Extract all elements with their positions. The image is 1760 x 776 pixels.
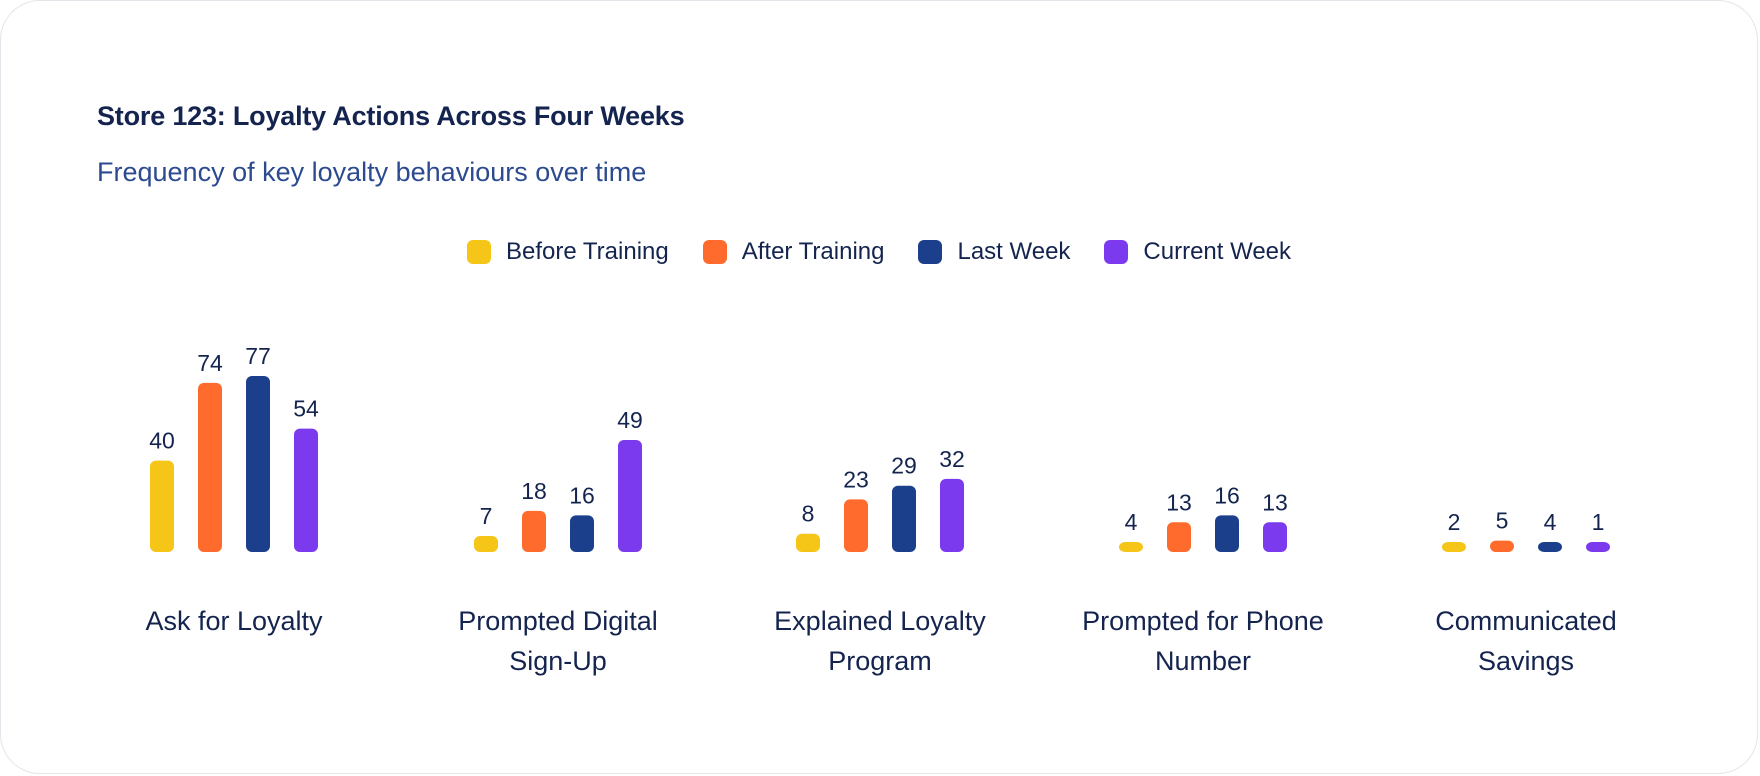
bar[interactable]	[522, 510, 546, 552]
bar-value-label: 1	[1592, 509, 1605, 535]
legend-label: Last Week	[957, 238, 1071, 265]
bar[interactable]	[1490, 540, 1514, 552]
legend-item-last-week[interactable]: Last Week	[918, 238, 1070, 266]
bar[interactable]	[1119, 542, 1143, 552]
category-label: Savings	[1478, 646, 1574, 676]
category-label: Number	[1155, 646, 1251, 676]
category-label: Communicated	[1435, 606, 1617, 636]
bar-value-label: 54	[293, 396, 319, 422]
bar[interactable]	[246, 376, 270, 552]
bar-value-label: 77	[245, 343, 271, 369]
bar-value-label: 7	[480, 503, 493, 529]
bar-value-label: 13	[1262, 489, 1288, 515]
bar-value-label: 5	[1496, 508, 1509, 534]
legend-swatch	[466, 240, 491, 264]
category-label: Program	[828, 646, 932, 676]
bar-group: 2 5 4 1	[1442, 508, 1610, 552]
bar[interactable]	[1167, 522, 1191, 552]
chart-subtitle: Frequency of key loyalty behaviours over…	[97, 157, 647, 187]
bar-value-label: 4	[1544, 509, 1557, 535]
bar-value-label: 16	[569, 482, 595, 508]
bar[interactable]	[940, 478, 964, 552]
legend-label: Current Week	[1143, 238, 1292, 265]
bar-value-label: 2	[1448, 509, 1461, 535]
legend-label: Before Training	[505, 238, 669, 265]
category-label: Prompted for Phone	[1082, 606, 1324, 636]
bar[interactable]	[1442, 542, 1466, 552]
bar-group: 4 13 16 13	[1119, 482, 1288, 552]
bar-value-label: 23	[843, 466, 869, 492]
bar[interactable]	[150, 460, 174, 552]
bar[interactable]	[1586, 542, 1610, 552]
bar-value-label: 8	[802, 501, 815, 527]
bar-group: 7 18 16 49	[474, 407, 643, 552]
bar-value-label: 18	[521, 478, 547, 504]
bar-value-label: 49	[617, 407, 643, 433]
category-label: Explained Loyalty	[774, 606, 986, 636]
bar-group: 40 74 77 54	[149, 343, 319, 552]
bar[interactable]	[198, 382, 222, 552]
bar[interactable]	[892, 485, 916, 552]
bar-value-label: 74	[197, 350, 223, 376]
category-label: Prompted Digital	[458, 606, 658, 636]
legend-item-after-training[interactable]: After Training	[702, 238, 885, 266]
bar-group: 8 23 29 32	[796, 446, 965, 552]
bar[interactable]	[844, 499, 868, 552]
bar[interactable]	[1215, 515, 1239, 552]
legend: Before Training After Training Last Week…	[1, 238, 1757, 266]
bar[interactable]	[474, 536, 498, 552]
legend-swatch	[702, 240, 727, 264]
bar[interactable]	[796, 533, 820, 552]
bar[interactable]	[1263, 522, 1287, 552]
bar-value-label: 29	[891, 453, 917, 479]
chart-title: Store 123: Loyalty Actions Across Four W…	[97, 101, 685, 131]
legend-item-current-week[interactable]: Current Week	[1104, 238, 1291, 266]
bar[interactable]	[618, 440, 642, 552]
bar-value-label: 16	[1214, 482, 1240, 508]
legend-swatch	[1104, 240, 1129, 264]
bar-value-label: 40	[149, 428, 175, 454]
category-label: Sign-Up	[509, 646, 607, 676]
bar[interactable]	[570, 515, 594, 552]
bar[interactable]	[294, 428, 318, 552]
legend-item-before-training[interactable]: Before Training	[466, 238, 669, 266]
bar-value-label: 13	[1166, 489, 1192, 515]
legend-label: After Training	[741, 238, 885, 265]
legend-swatch	[918, 240, 943, 264]
bar-value-label: 4	[1125, 509, 1138, 535]
bar-value-label: 32	[939, 446, 965, 472]
bar[interactable]	[1538, 542, 1562, 552]
category-label: Ask for Loyalty	[145, 606, 323, 636]
